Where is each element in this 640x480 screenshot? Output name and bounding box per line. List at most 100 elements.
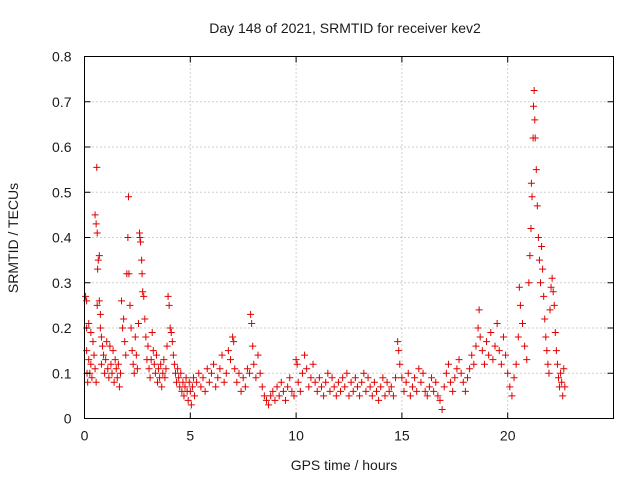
data-point [366, 383, 374, 391]
data-point [512, 360, 520, 368]
data-point [250, 360, 258, 368]
data-point [260, 392, 268, 400]
data-point [320, 392, 328, 400]
data-point [104, 365, 112, 373]
data-point [523, 356, 531, 364]
data-point [389, 392, 397, 400]
data-point [207, 369, 215, 377]
data-point [138, 256, 146, 264]
data-point [258, 383, 266, 391]
data-point [173, 378, 181, 386]
data-point [128, 347, 136, 355]
data-point [273, 383, 281, 391]
data-point [411, 374, 419, 382]
data-point [387, 383, 395, 391]
data-point [425, 383, 433, 391]
data-point [166, 324, 174, 332]
data-point [370, 378, 378, 386]
data-point [96, 310, 104, 318]
data-point [293, 360, 301, 368]
y-tick-label: 0.8 [52, 49, 72, 65]
data-point [163, 342, 171, 350]
data-point [470, 360, 478, 368]
data-point [351, 374, 359, 382]
data-point [474, 324, 482, 332]
data-point [161, 374, 169, 382]
data-point [101, 369, 109, 377]
data-point [98, 342, 106, 350]
y-tick-label: 0.2 [52, 320, 72, 336]
data-point [279, 387, 287, 395]
data-point [540, 292, 548, 300]
data-point [360, 369, 368, 377]
data-point [124, 234, 132, 241]
data-point [394, 338, 402, 346]
data-point [147, 356, 155, 364]
data-point [157, 360, 165, 368]
data-point [536, 279, 544, 287]
data-point [284, 383, 292, 391]
data-point [107, 360, 115, 368]
data-point [457, 369, 465, 377]
data-point [560, 365, 568, 373]
y-tick-label: 0.6 [52, 139, 72, 155]
data-point [535, 256, 543, 264]
data-point [527, 224, 535, 232]
data-point [277, 378, 285, 386]
data-point [480, 360, 488, 368]
data-point [220, 378, 228, 386]
data-point [127, 324, 135, 332]
data-point [504, 369, 512, 377]
data-point [85, 356, 93, 364]
data-point [395, 347, 403, 355]
data-point [100, 351, 108, 359]
data-point [239, 374, 247, 382]
y-tick-label: 0.7 [52, 94, 72, 110]
data-point [164, 292, 172, 300]
data-point [181, 383, 189, 391]
x-axis-label: GPS time / hours [291, 457, 398, 473]
data-point [184, 396, 192, 404]
data-point [317, 383, 325, 391]
x-tick-label: 0 [81, 428, 89, 444]
data-point [534, 234, 542, 241]
y-tick-label: 0.5 [52, 184, 72, 200]
data-point [112, 365, 120, 373]
data-point [408, 383, 416, 391]
data-point [493, 319, 501, 327]
data-point [252, 374, 260, 382]
data-point [109, 347, 117, 355]
data-point [396, 360, 404, 368]
data-point [150, 360, 158, 368]
data-point [187, 401, 195, 409]
data-point [162, 365, 170, 373]
data-point [377, 383, 385, 391]
data-point [231, 365, 239, 373]
data-point [311, 378, 319, 386]
data-point [149, 347, 157, 355]
data-point [478, 347, 486, 355]
data-point [530, 86, 538, 94]
y-tick-label: 0 [64, 411, 72, 427]
data-point [510, 374, 518, 382]
data-point [140, 292, 148, 300]
data-point [385, 387, 393, 395]
data-point [269, 387, 277, 395]
data-point [538, 243, 546, 251]
data-point [423, 392, 431, 400]
data-point [158, 383, 166, 391]
data-point [126, 301, 134, 309]
data-point [301, 351, 309, 359]
data-point [339, 374, 347, 382]
data-point [131, 333, 139, 341]
data-point [89, 338, 97, 346]
data-point [531, 116, 539, 124]
data-point [345, 392, 353, 400]
data-point [97, 333, 105, 341]
data-point [290, 392, 298, 400]
data-point [248, 319, 256, 327]
data-point [514, 333, 522, 341]
data-point [113, 374, 121, 382]
data-point [103, 338, 111, 346]
data-point [451, 374, 459, 382]
